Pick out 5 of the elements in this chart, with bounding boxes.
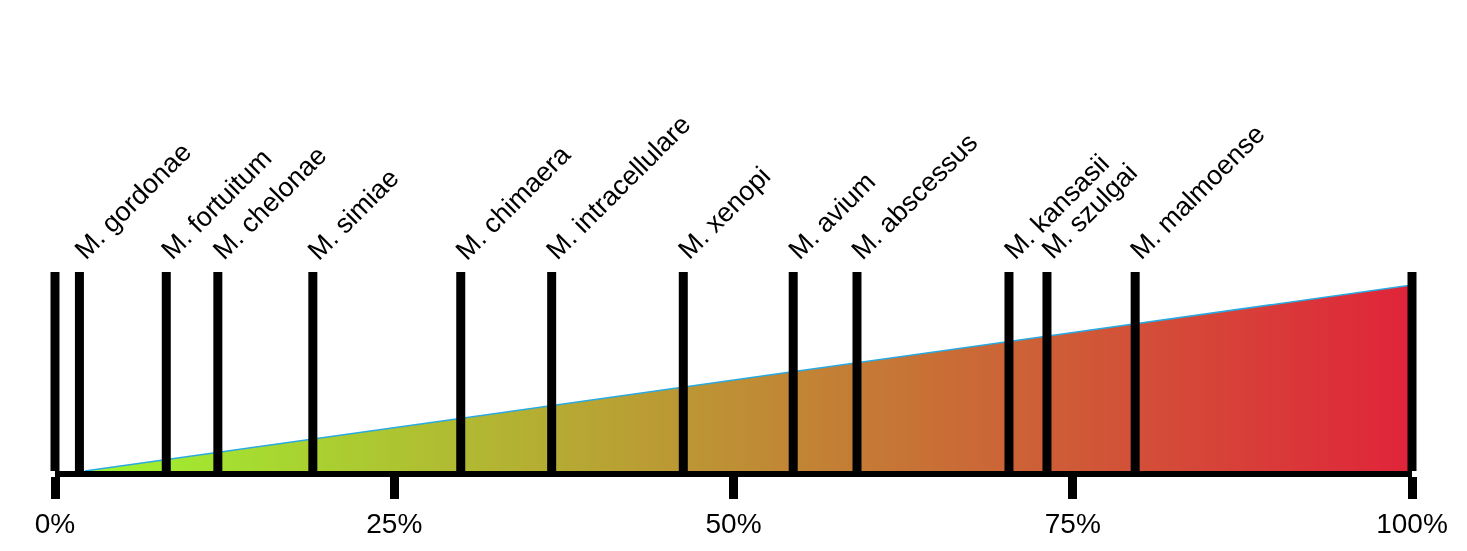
x-tick-label: 50% xyxy=(705,507,762,539)
x-tick-label: 100% xyxy=(1376,507,1448,539)
x-tick-label: 75% xyxy=(1044,507,1101,539)
x-tick-label: 25% xyxy=(366,507,423,539)
x-tick-label: 0% xyxy=(34,507,76,539)
